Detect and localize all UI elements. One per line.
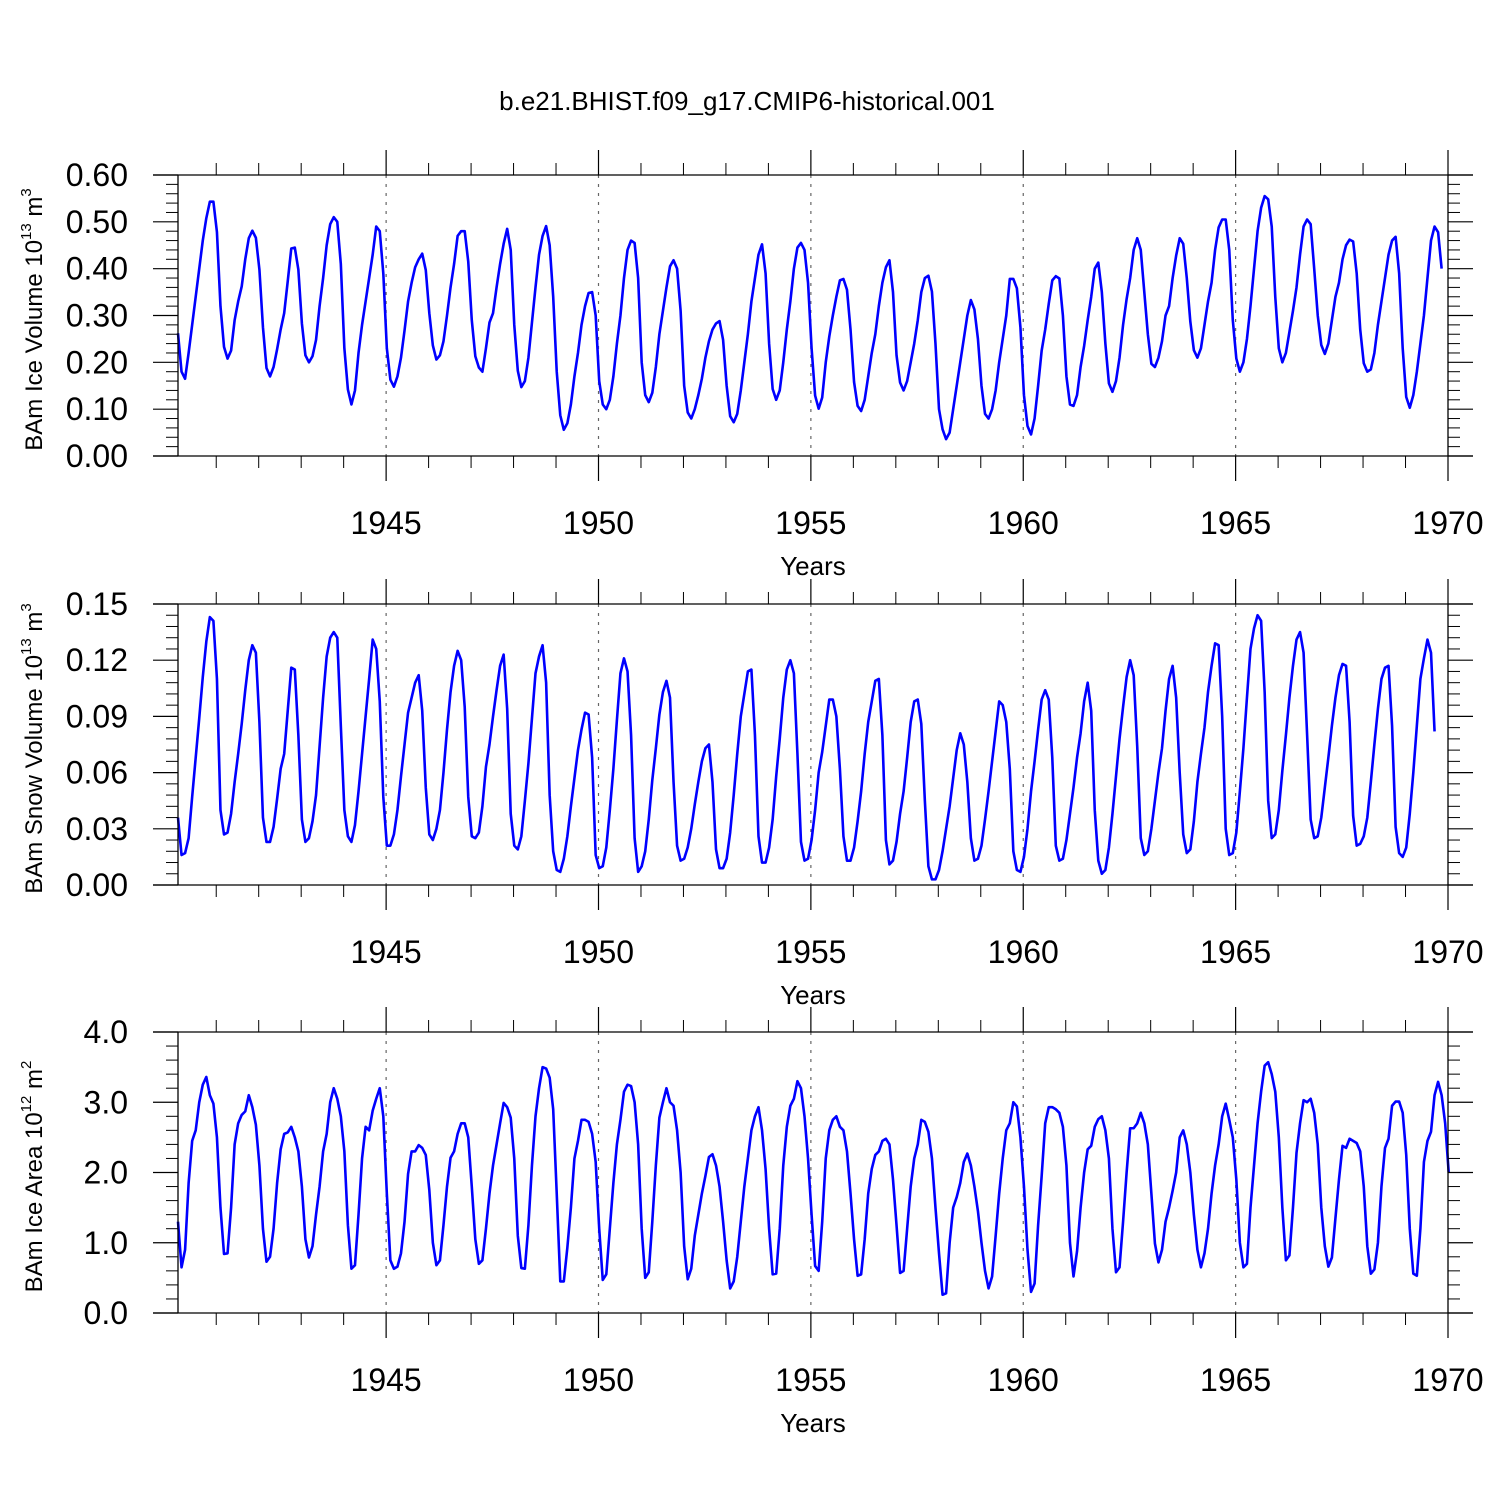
xtick-label: 1965 — [1200, 934, 1271, 970]
xtick-label: 1945 — [351, 505, 422, 541]
y-axis-label-main: BAm Ice Area 10 — [21, 1112, 48, 1292]
xtick-label: 1970 — [1412, 934, 1483, 970]
ytick-label: 0.15 — [66, 586, 128, 622]
y-axis-label-exponent: 13 — [18, 638, 35, 655]
x-axis-label: Years — [780, 980, 846, 1010]
xtick-label: 1965 — [1200, 505, 1271, 541]
y-axis-label-main: BAm Snow Volume 10 — [21, 655, 48, 894]
y-axis-label-exponent: 12 — [18, 1096, 35, 1113]
y-axis-label-exponent: 13 — [18, 223, 35, 240]
y-axis-label-unit: m — [21, 1069, 48, 1096]
figure-title: b.e21.BHIST.f09_g17.CMIP6-historical.001 — [499, 86, 995, 116]
xtick-label: 1945 — [351, 1362, 422, 1398]
y-axis-label-unit: m — [21, 197, 48, 224]
ytick-label: 0.09 — [66, 698, 128, 734]
y-axis-label-unit: m — [21, 612, 48, 639]
ytick-label: 0.10 — [66, 391, 128, 427]
ytick-label: 0.03 — [66, 811, 128, 847]
series-line-snow-volume — [176, 613, 1436, 881]
ytick-label: 0.20 — [66, 344, 128, 380]
ytick-label: 2.0 — [84, 1155, 128, 1191]
ytick-label: 0.40 — [66, 251, 128, 287]
series-line-ice-area — [176, 1060, 1451, 1297]
ytick-label: 0.06 — [66, 755, 128, 791]
y-axis-label-main: BAm Ice Volume 10 — [21, 240, 48, 451]
xtick-label: 1955 — [775, 934, 846, 970]
y-axis-label: BAm Ice Area 1012 m2 — [18, 1061, 48, 1293]
ytick-label: 4.0 — [84, 1014, 128, 1050]
ytick-label: 0.60 — [66, 157, 128, 193]
ytick-label: 1.0 — [84, 1225, 128, 1261]
ytick-label: 3.0 — [84, 1084, 128, 1120]
ytick-label: 0.12 — [66, 642, 128, 678]
panel-ice-volume: 0.00 0.10 0.20 0.30 0.40 0.50 0.60 1945 1950 1955… — [18, 150, 1484, 581]
ytick-label: 0.30 — [66, 298, 128, 334]
y-axis-label-unit-exponent: 3 — [18, 188, 35, 196]
x-axis-label: Years — [780, 1408, 846, 1438]
panel-ice-area: 0.0 1.0 2.0 3.0 4.0 1945 1950 1955 1960 1965 1970 Y… — [18, 1007, 1484, 1438]
xtick-label: 1970 — [1412, 505, 1483, 541]
panel-snow-volume: 0.00 0.03 0.06 0.09 0.12 0.15 1945 1950 1955 1960… — [18, 579, 1484, 1010]
xtick-label: 1965 — [1200, 1362, 1271, 1398]
xtick-label: 1955 — [775, 1362, 846, 1398]
xtick-label: 1960 — [988, 505, 1059, 541]
xtick-label: 1950 — [563, 934, 634, 970]
xtick-label: 1955 — [775, 505, 846, 541]
xtick-label: 1970 — [1412, 1362, 1483, 1398]
xtick-label: 1950 — [563, 1362, 634, 1398]
xtick-label: 1950 — [563, 505, 634, 541]
ytick-label: 0.00 — [66, 438, 128, 474]
xtick-label: 1960 — [988, 1362, 1059, 1398]
y-axis-label: BAm Snow Volume 1013 m3 — [18, 603, 48, 894]
x-axis-label: Years — [780, 551, 846, 581]
xtick-label: 1960 — [988, 934, 1059, 970]
xtick-label: 1945 — [351, 934, 422, 970]
y-axis-label-unit-exponent: 3 — [18, 603, 35, 611]
ytick-label: 0.00 — [66, 867, 128, 903]
series-line-ice-volume — [176, 194, 1443, 441]
y-axis-label-unit-exponent: 2 — [18, 1061, 35, 1069]
ytick-label: 0.0 — [84, 1295, 128, 1331]
y-axis-label: BAm Ice Volume 1013 m3 — [18, 188, 48, 450]
ytick-label: 0.50 — [66, 204, 128, 240]
